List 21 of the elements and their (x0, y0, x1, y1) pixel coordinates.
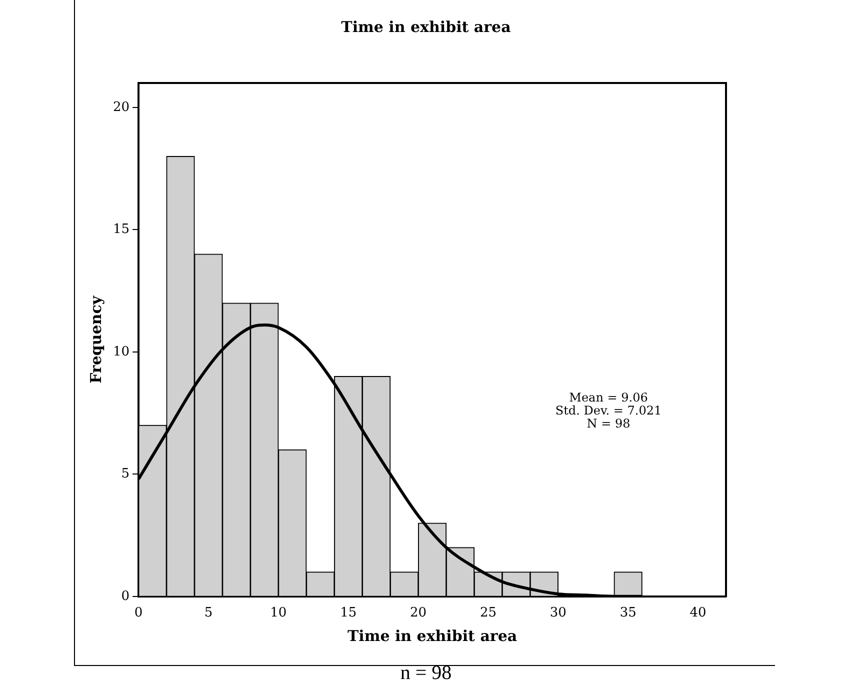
chart-title: Time in exhibit area (340, 18, 512, 36)
x-tick-label: 35 (620, 606, 636, 621)
x-tick-label: 10 (270, 606, 287, 621)
x-tick-label: 25 (480, 606, 496, 621)
annotation: Mean = 9.06 (569, 390, 648, 404)
y-tick-label: 15 (112, 222, 130, 238)
x-tick-label: 20 (410, 606, 427, 621)
annotation: N = 98 (586, 416, 630, 430)
y-tick-label: 10 (112, 344, 130, 360)
y-axis-title: Frequency (86, 294, 105, 384)
y-tick-label: 0 (121, 588, 130, 604)
y-tick-label: 5 (121, 466, 130, 482)
x-tick-label: 15 (340, 606, 357, 621)
x-tick-label: 30 (550, 606, 566, 621)
x-tick-label: 0 (134, 606, 143, 621)
x-axis-title: Time in exhibit area (347, 626, 518, 645)
text: n = 98 (399, 662, 453, 685)
x-tick-label: 5 (204, 606, 213, 621)
x-tick-label: 40 (690, 606, 706, 621)
y-tick-label: 20 (112, 100, 130, 115)
annotation: Std. Dev. = 7.021 (555, 403, 662, 418)
